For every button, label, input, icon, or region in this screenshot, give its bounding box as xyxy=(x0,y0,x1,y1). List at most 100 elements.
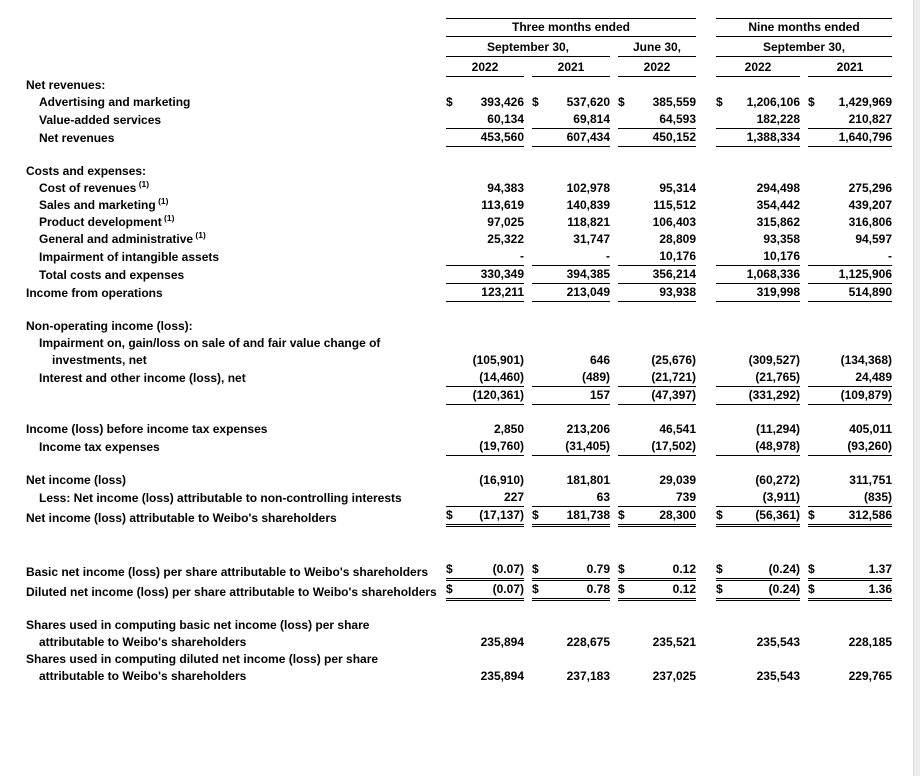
year-label: 2022 xyxy=(446,59,524,77)
empty-cell xyxy=(438,318,892,335)
header-label-spacer xyxy=(26,57,438,77)
spacer-row xyxy=(26,456,892,472)
value-cell: 213,206 xyxy=(566,422,610,436)
period-header-sep30-3mo: September 30, xyxy=(438,37,610,57)
value-cell: $1,429,969 xyxy=(800,94,892,111)
column-gap xyxy=(696,387,708,405)
period-label: September 30, xyxy=(446,39,610,57)
column-gap xyxy=(696,472,708,489)
value-cell: 319,998 xyxy=(708,284,801,302)
value-cell: (25,676) xyxy=(651,353,697,367)
year-label: 2022 xyxy=(716,59,801,77)
value-cell: $1,206,106 xyxy=(708,94,800,111)
value-cell: 64,593 xyxy=(610,111,697,129)
value-cell: (16,910) xyxy=(479,473,524,487)
value-cell: $393,426 xyxy=(438,94,524,111)
column-gap xyxy=(696,111,708,129)
value-cell: (120,361) xyxy=(438,387,524,405)
data-row: Less: Net income (loss) attributable to … xyxy=(26,489,893,507)
value-cell: (19,760) xyxy=(438,438,524,456)
spacer-row xyxy=(26,601,892,617)
value-cell: 294,498 xyxy=(756,181,801,195)
value-cell: $1.36 xyxy=(800,581,893,601)
data-row: Impairment on, gain/loss on sale of and … xyxy=(26,335,892,369)
value-cell: $312,586 xyxy=(800,507,893,527)
value-cell: 106,403 xyxy=(652,215,697,229)
currency-symbol: $ xyxy=(716,562,723,576)
value-cell: 646 xyxy=(589,353,610,367)
amount: 181,738 xyxy=(566,508,610,522)
data-row: Net income (loss) (16,910) 181,801 29,039 (6… xyxy=(26,472,892,489)
data-row: Product development (1) 97,025 118,821 106,… xyxy=(26,214,892,231)
value-cell: 94,383 xyxy=(487,181,524,195)
currency-symbol: $ xyxy=(716,582,723,596)
row-label: Interest and other income (loss), net xyxy=(39,371,246,385)
currency-symbol: $ xyxy=(618,508,625,522)
value-cell: (109,879) xyxy=(800,387,893,405)
year-header: 2021 xyxy=(800,57,893,77)
footnote-marker: (1) xyxy=(136,179,150,189)
value-cell: $1.37 xyxy=(800,561,893,581)
value-cell: 607,434 xyxy=(524,129,610,147)
value-cell: $ (0.07) xyxy=(438,561,524,581)
row-label: Impairment of intangible assets xyxy=(39,250,220,264)
value-cell: 24,489 xyxy=(800,369,893,387)
value-cell: 227 xyxy=(438,489,524,507)
value-cell: 210,827 xyxy=(800,111,893,129)
data-row: (120,361) 157 (47,397) (331,292) (109,879) xyxy=(26,387,893,405)
value-cell: 93,358 xyxy=(763,232,801,246)
value-cell: - xyxy=(438,248,524,266)
value-cell: 514,890 xyxy=(800,284,893,302)
row-label: Sales and marketing (1) xyxy=(39,196,169,212)
row-label: Value-added services xyxy=(39,113,162,127)
value-cell: 228,675 xyxy=(566,635,610,649)
amount: 1.36 xyxy=(868,582,893,596)
value-cell: 2,850 xyxy=(493,422,524,436)
period-header-row: September 30, June 30, September 30, xyxy=(26,37,893,57)
value-cell: (31,405) xyxy=(524,438,610,456)
value-cell: 316,806 xyxy=(848,215,893,229)
column-gap xyxy=(696,581,708,601)
currency-symbol: $ xyxy=(716,95,723,109)
row-label: Product development (1) xyxy=(39,213,175,229)
value-cell: 93,938 xyxy=(610,284,697,302)
data-row: Advertising and marketing $393,426 $537,62… xyxy=(26,94,892,111)
column-gap xyxy=(696,37,708,57)
value-cell: 28,809 xyxy=(659,232,697,246)
data-row: Income tax expenses (19,760) (31,405) (17,5… xyxy=(26,438,893,456)
value-cell: (14,460) xyxy=(438,369,524,387)
value-cell: $0.12 xyxy=(610,561,697,581)
currency-symbol: $ xyxy=(618,95,625,109)
column-gap xyxy=(696,369,708,387)
financial-statement-page: Three months ended Nine months ended Sep… xyxy=(26,18,893,683)
section-row: Costs and expenses: xyxy=(26,163,892,180)
column-gap xyxy=(696,214,708,231)
row-label: Advertising and marketing xyxy=(39,95,191,109)
value-cell: 69,814 xyxy=(524,111,610,129)
spacer-cell xyxy=(26,527,892,561)
value-cell: $181,738 xyxy=(524,507,610,527)
value-cell: 46,541 xyxy=(659,422,697,436)
amount: 0.78 xyxy=(586,582,610,596)
currency-symbol: $ xyxy=(808,95,815,109)
value-cell: 31,747 xyxy=(573,232,610,246)
value-cell: $ (0.24) xyxy=(708,581,801,601)
amount: (17,137) xyxy=(479,508,524,522)
column-gap xyxy=(696,129,708,147)
value-cell: 63 xyxy=(524,489,610,507)
data-row: Net income (loss) attributable to Weibo'… xyxy=(26,507,893,527)
value-cell: $0.79 xyxy=(524,561,610,581)
value-cell: (489) xyxy=(524,369,610,387)
value-cell: $ (56,361) xyxy=(708,507,801,527)
amount: 537,620 xyxy=(566,95,610,109)
spacer-row xyxy=(26,527,892,561)
value-cell: 330,349 xyxy=(438,266,524,284)
footnote-marker: (1) xyxy=(155,196,169,206)
currency-symbol: $ xyxy=(532,508,539,522)
value-cell: 123,211 xyxy=(438,284,524,302)
row-label: Cost of revenues (1) xyxy=(39,179,150,195)
group-label-nine-months: Nine months ended xyxy=(716,18,893,37)
amount: 1,429,969 xyxy=(838,95,893,109)
amount: (56,361) xyxy=(755,508,801,522)
value-cell: 235,521 xyxy=(652,635,697,649)
